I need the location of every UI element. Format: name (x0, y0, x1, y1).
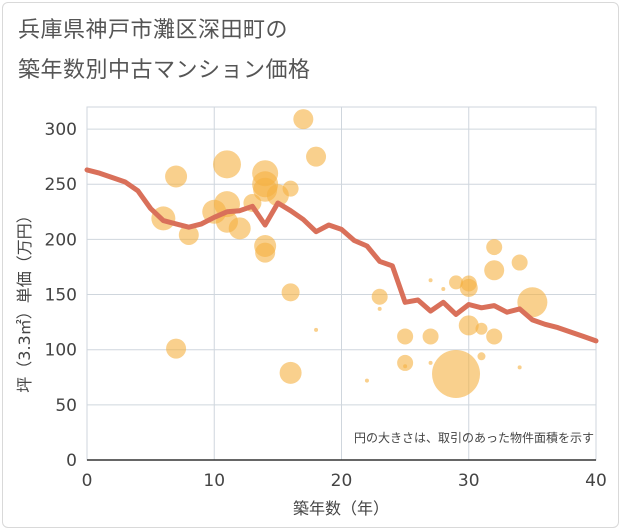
bubble-point (422, 328, 439, 345)
bubble-point (517, 365, 522, 370)
bubble-point (314, 327, 319, 332)
bubble-point (371, 288, 388, 305)
y-tick-label: 100 (45, 341, 77, 361)
bubble-point (511, 254, 528, 271)
bubble-point (432, 349, 481, 398)
chart-title-line1: 兵庫県神戸市灘区深田町の (18, 18, 289, 43)
y-axis-label: 坪（3.3㎡）単価（万円） (15, 207, 34, 392)
x-tick-label: 40 (585, 471, 607, 491)
x-tick-label: 20 (331, 471, 353, 491)
x-tick-label: 0 (82, 471, 93, 491)
bubble-point (486, 328, 503, 345)
bubble-point (484, 260, 505, 281)
bubble-point (306, 146, 327, 167)
x-tick-label: 10 (203, 471, 225, 491)
chart-title-line2: 築年数別中古マンション価格 (18, 58, 311, 83)
bubble-point (166, 338, 187, 359)
bubble-point (428, 278, 433, 283)
y-tick-label: 200 (45, 230, 77, 250)
bubble-point (165, 165, 188, 188)
x-axis-label: 築年数（年） (293, 499, 389, 518)
bubble-point (212, 150, 241, 179)
bubble-point (255, 242, 276, 263)
bubble-point (428, 360, 433, 365)
x-tick-label: 30 (458, 471, 480, 491)
bubble-point (377, 306, 382, 311)
bubble-point (397, 354, 414, 371)
bubbles (151, 109, 548, 398)
bubble-point (279, 361, 302, 384)
y-tick-label: 50 (55, 396, 77, 416)
y-tick-label: 300 (45, 120, 77, 140)
bubble-point (228, 217, 251, 240)
bubble-point (403, 364, 408, 369)
bubble-point (178, 224, 199, 245)
bubble-point (397, 328, 414, 345)
bubble-point (364, 378, 369, 383)
bubble-point (517, 287, 548, 318)
trend-line (84, 167, 599, 344)
tick-labels: 0 50 100 150 200 250 300 0 10 20 30 40 (45, 120, 607, 491)
bubble-point (281, 283, 300, 302)
bubble-point (477, 352, 486, 361)
bubble-point (282, 180, 299, 197)
y-tick-label: 0 (66, 451, 77, 471)
bubble-point (459, 278, 478, 297)
average-price-line (84, 167, 599, 344)
bubble-point (293, 109, 314, 130)
bubble-point (441, 287, 446, 292)
y-tick-label: 150 (45, 286, 77, 306)
bubble-point (486, 239, 503, 256)
bubble-point (475, 322, 488, 335)
size-note: 円の大きさは、取引のあった物件面積を示す (354, 430, 594, 445)
y-tick-label: 250 (45, 175, 77, 195)
bubble-point (449, 275, 464, 290)
bubble-point (458, 315, 479, 336)
